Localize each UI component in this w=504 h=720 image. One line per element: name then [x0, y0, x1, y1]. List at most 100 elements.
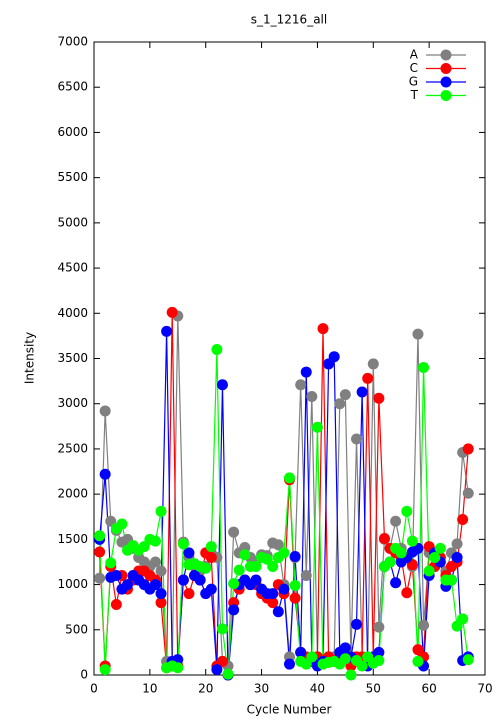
data-point — [334, 398, 346, 410]
data-point — [205, 551, 217, 563]
series-line — [98, 312, 469, 676]
y-tick-label: 0 — [80, 668, 88, 682]
y-tick-label: 4500 — [57, 261, 88, 275]
data-point — [166, 306, 178, 318]
data-point — [205, 541, 217, 553]
data-point — [183, 547, 195, 559]
data-point — [149, 535, 161, 547]
data-point — [267, 597, 279, 609]
data-point — [434, 542, 446, 554]
data-point — [177, 574, 189, 586]
data-point — [306, 390, 318, 402]
data-point — [183, 588, 195, 600]
legend-marker — [440, 90, 452, 101]
data-point — [122, 579, 134, 591]
legend-label: G — [409, 75, 418, 89]
data-point — [462, 443, 474, 455]
data-point — [429, 551, 441, 563]
data-point — [401, 505, 413, 517]
data-point — [172, 662, 184, 674]
x-axis-label: Cycle Number — [247, 703, 332, 717]
data-point — [94, 530, 106, 542]
data-point — [216, 379, 228, 391]
data-point — [284, 658, 295, 670]
data-point — [267, 588, 279, 600]
data-point — [278, 547, 290, 559]
data-point — [155, 588, 167, 600]
data-point — [339, 653, 351, 665]
data-point — [462, 487, 474, 499]
data-point — [228, 604, 240, 616]
data-point — [390, 515, 402, 527]
x-tick-label: 70 — [477, 682, 492, 696]
data-point — [272, 539, 284, 551]
y-tick-label: 6500 — [57, 80, 88, 94]
data-point — [356, 386, 368, 398]
data-point — [272, 606, 284, 618]
data-point — [451, 538, 463, 550]
data-point — [351, 618, 363, 630]
data-point — [339, 642, 351, 654]
data-point — [250, 560, 262, 572]
x-tick-label: 50 — [366, 682, 381, 696]
data-point — [211, 664, 223, 676]
data-point — [445, 574, 457, 586]
data-point — [351, 433, 363, 445]
x-tick-label: 10 — [142, 682, 157, 696]
data-point — [177, 538, 189, 550]
series-line — [98, 315, 469, 668]
data-point — [412, 655, 424, 667]
data-point — [462, 654, 474, 666]
data-point — [295, 646, 307, 658]
data-point — [250, 574, 262, 586]
data-point — [362, 372, 374, 384]
y-tick-label: 1500 — [57, 532, 88, 546]
data-point — [194, 574, 206, 586]
series-line — [98, 331, 469, 676]
data-point — [390, 577, 402, 589]
legend-marker — [440, 49, 452, 61]
data-point — [373, 392, 385, 404]
data-point — [418, 362, 430, 374]
data-point — [205, 583, 217, 595]
data-point — [239, 549, 251, 561]
data-point — [99, 405, 111, 417]
data-point — [356, 660, 368, 672]
data-point — [110, 570, 122, 582]
data-point — [373, 646, 385, 658]
data-point — [278, 583, 290, 595]
data-point — [306, 651, 318, 663]
y-tick-label: 2500 — [57, 441, 88, 455]
data-point — [423, 565, 435, 577]
data-point — [284, 472, 295, 484]
data-point — [155, 505, 167, 517]
data-point — [116, 518, 128, 530]
data-point — [94, 546, 106, 558]
data-point — [451, 551, 463, 563]
data-point — [401, 587, 413, 599]
data-point — [457, 513, 469, 525]
y-tick-label: 7000 — [57, 35, 88, 49]
data-point — [228, 578, 240, 590]
legend-marker — [440, 63, 452, 74]
data-point — [378, 532, 390, 544]
x-tick-label: 0 — [90, 682, 98, 696]
data-point — [94, 572, 106, 584]
data-point — [289, 579, 301, 591]
data-point — [267, 560, 279, 572]
data-point — [222, 668, 234, 680]
data-point — [311, 421, 323, 433]
data-point — [211, 343, 223, 355]
data-point — [373, 621, 385, 633]
data-point — [216, 623, 228, 635]
data-point — [300, 570, 312, 582]
data-point — [233, 564, 245, 576]
data-point — [155, 597, 167, 609]
data-point — [228, 526, 240, 538]
data-point — [328, 351, 340, 363]
data-point — [161, 325, 173, 337]
data-point — [149, 579, 161, 591]
data-point — [216, 655, 228, 667]
data-point — [289, 551, 301, 563]
legend-label: T — [410, 88, 419, 102]
